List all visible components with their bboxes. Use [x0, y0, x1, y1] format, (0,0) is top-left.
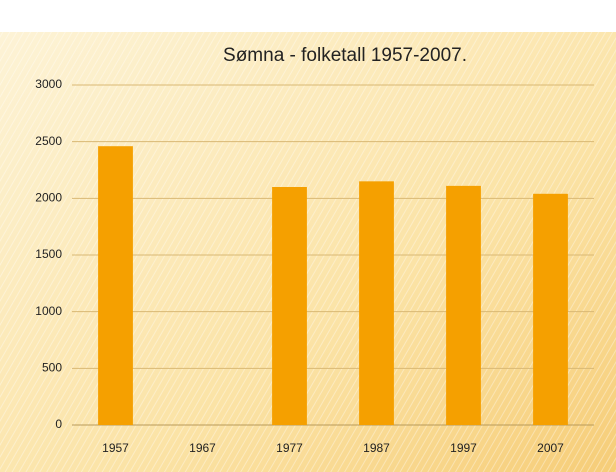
bar [446, 185, 481, 425]
y-tick-label: 0 [55, 417, 62, 431]
y-tick-label: 2000 [35, 191, 62, 205]
y-tick-label: 500 [42, 361, 62, 375]
x-tick-label: 1997 [450, 441, 477, 455]
x-tick-label: 1957 [102, 441, 129, 455]
y-tick-label: 2500 [35, 134, 62, 148]
y-tick-label: 1000 [35, 304, 62, 318]
chart-texture [0, 32, 616, 472]
x-tick-label: 1987 [363, 441, 390, 455]
x-tick-label: 1977 [276, 441, 303, 455]
y-tick-label: 1500 [35, 247, 62, 261]
x-tick-label: 1967 [189, 441, 216, 455]
x-tick-label: 2007 [537, 441, 564, 455]
bar [98, 146, 133, 425]
y-tick-label: 3000 [35, 77, 62, 91]
bar [272, 187, 307, 425]
bar [533, 193, 568, 425]
bar [359, 181, 394, 425]
chart-title: Sømna - folketall 1957-2007. [223, 45, 467, 66]
